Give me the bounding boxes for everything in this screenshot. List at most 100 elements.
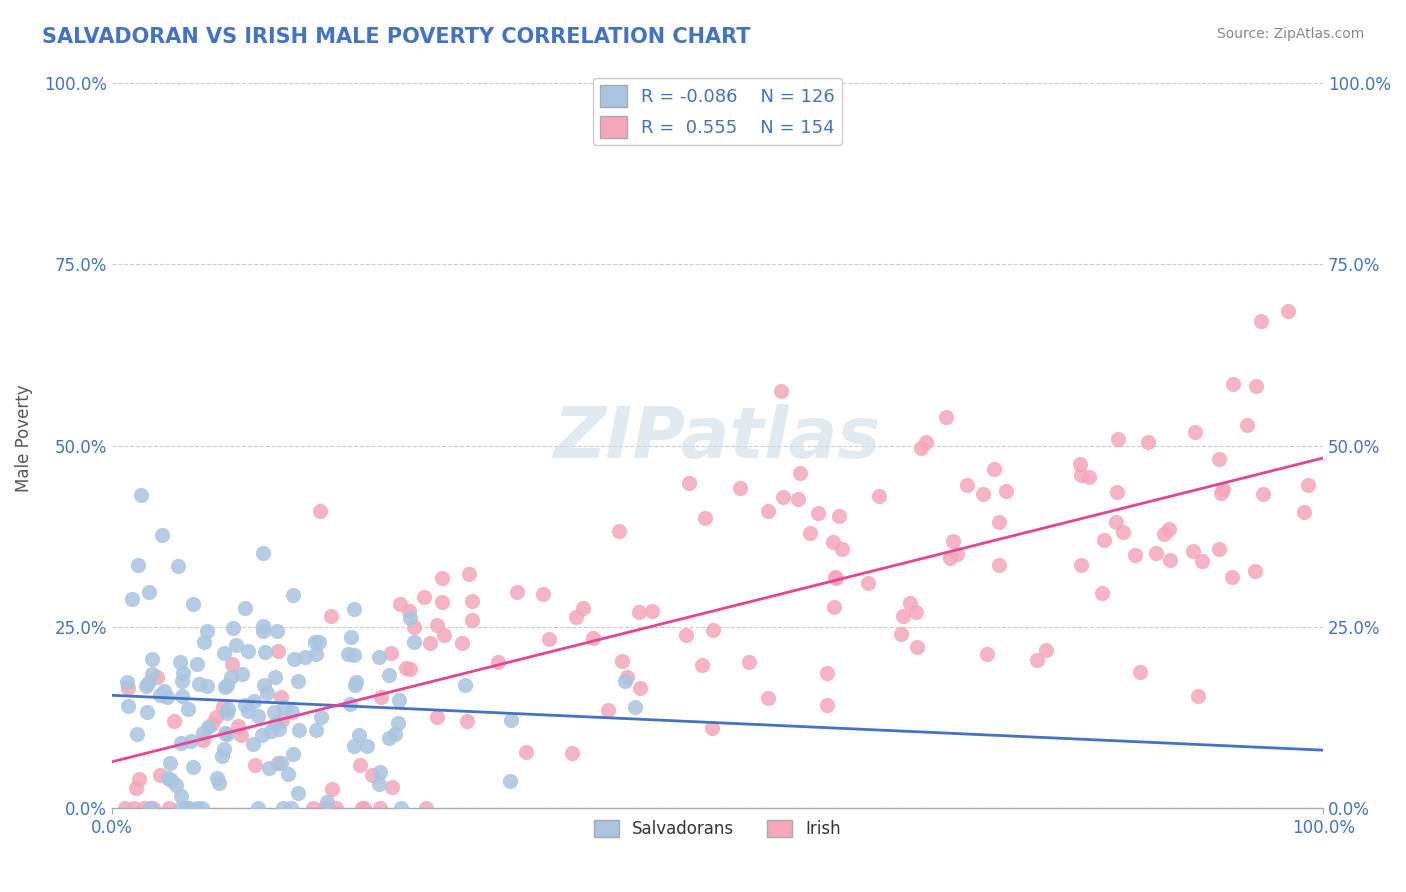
Point — [368, 649, 391, 664]
Point — [815, 698, 838, 712]
Point — [159, 756, 181, 770]
Point — [215, 678, 238, 692]
Point — [368, 765, 391, 780]
Point — [693, 511, 716, 525]
Point — [1077, 470, 1099, 484]
Point — [191, 725, 214, 739]
Point — [260, 724, 283, 739]
Point — [856, 575, 879, 590]
Point — [456, 714, 478, 728]
Point — [172, 674, 194, 689]
Point — [252, 619, 274, 633]
Text: ZIPatlas: ZIPatlas — [554, 404, 882, 473]
Point — [378, 667, 401, 681]
Legend: Salvadorans, Irish: Salvadorans, Irish — [588, 813, 848, 845]
Point — [1105, 485, 1128, 500]
Point — [349, 757, 371, 772]
Point — [831, 541, 853, 556]
Point — [678, 476, 700, 491]
Point — [214, 646, 236, 660]
Point — [319, 608, 342, 623]
Point — [153, 683, 176, 698]
Point — [488, 655, 510, 669]
Point — [233, 600, 256, 615]
Point — [340, 630, 363, 644]
Point — [1025, 652, 1047, 666]
Point — [807, 506, 830, 520]
Point — [384, 727, 406, 741]
Point — [243, 694, 266, 708]
Point — [266, 624, 288, 639]
Point — [890, 626, 912, 640]
Point — [252, 624, 274, 639]
Point — [264, 717, 287, 731]
Point — [156, 690, 179, 704]
Point — [141, 666, 163, 681]
Point — [692, 658, 714, 673]
Point — [356, 739, 378, 753]
Point — [208, 776, 231, 790]
Point — [641, 604, 664, 618]
Point — [343, 739, 366, 753]
Point — [799, 526, 821, 541]
Point — [1209, 485, 1232, 500]
Point — [387, 693, 409, 707]
Point — [214, 680, 236, 694]
Point — [612, 654, 634, 668]
Point — [281, 706, 304, 720]
Point — [211, 748, 233, 763]
Point — [515, 745, 537, 759]
Point — [756, 690, 779, 705]
Point — [976, 647, 998, 661]
Point — [616, 669, 638, 683]
Point — [128, 772, 150, 787]
Point — [350, 801, 373, 815]
Point — [246, 801, 269, 815]
Point — [353, 801, 375, 815]
Point — [149, 768, 172, 782]
Point — [461, 593, 484, 607]
Point — [387, 716, 409, 731]
Point — [114, 801, 136, 815]
Point — [135, 679, 157, 693]
Point — [253, 678, 276, 692]
Point — [225, 638, 247, 652]
Point — [263, 705, 285, 719]
Point — [252, 546, 274, 560]
Point — [868, 489, 890, 503]
Point — [132, 801, 155, 815]
Point — [142, 801, 165, 815]
Point — [994, 483, 1017, 498]
Point — [824, 571, 846, 585]
Point — [190, 801, 212, 815]
Point — [212, 742, 235, 756]
Point — [259, 761, 281, 775]
Point — [163, 714, 186, 728]
Point — [1208, 542, 1230, 557]
Point — [195, 624, 218, 639]
Point — [129, 488, 152, 502]
Point — [294, 650, 316, 665]
Point — [398, 604, 420, 618]
Point — [772, 490, 794, 504]
Point — [172, 666, 194, 681]
Point — [308, 634, 330, 648]
Point — [531, 587, 554, 601]
Point — [157, 801, 180, 815]
Point — [174, 801, 197, 815]
Point — [267, 643, 290, 657]
Point — [280, 801, 302, 815]
Point — [117, 699, 139, 714]
Point — [270, 756, 292, 771]
Point — [1296, 478, 1319, 492]
Point — [378, 731, 401, 745]
Point — [415, 801, 437, 815]
Point — [235, 698, 257, 713]
Point — [215, 706, 238, 720]
Text: Source: ZipAtlas.com: Source: ZipAtlas.com — [1216, 27, 1364, 41]
Point — [607, 524, 630, 538]
Point — [675, 628, 697, 642]
Point — [127, 558, 149, 573]
Point — [197, 720, 219, 734]
Point — [565, 610, 588, 624]
